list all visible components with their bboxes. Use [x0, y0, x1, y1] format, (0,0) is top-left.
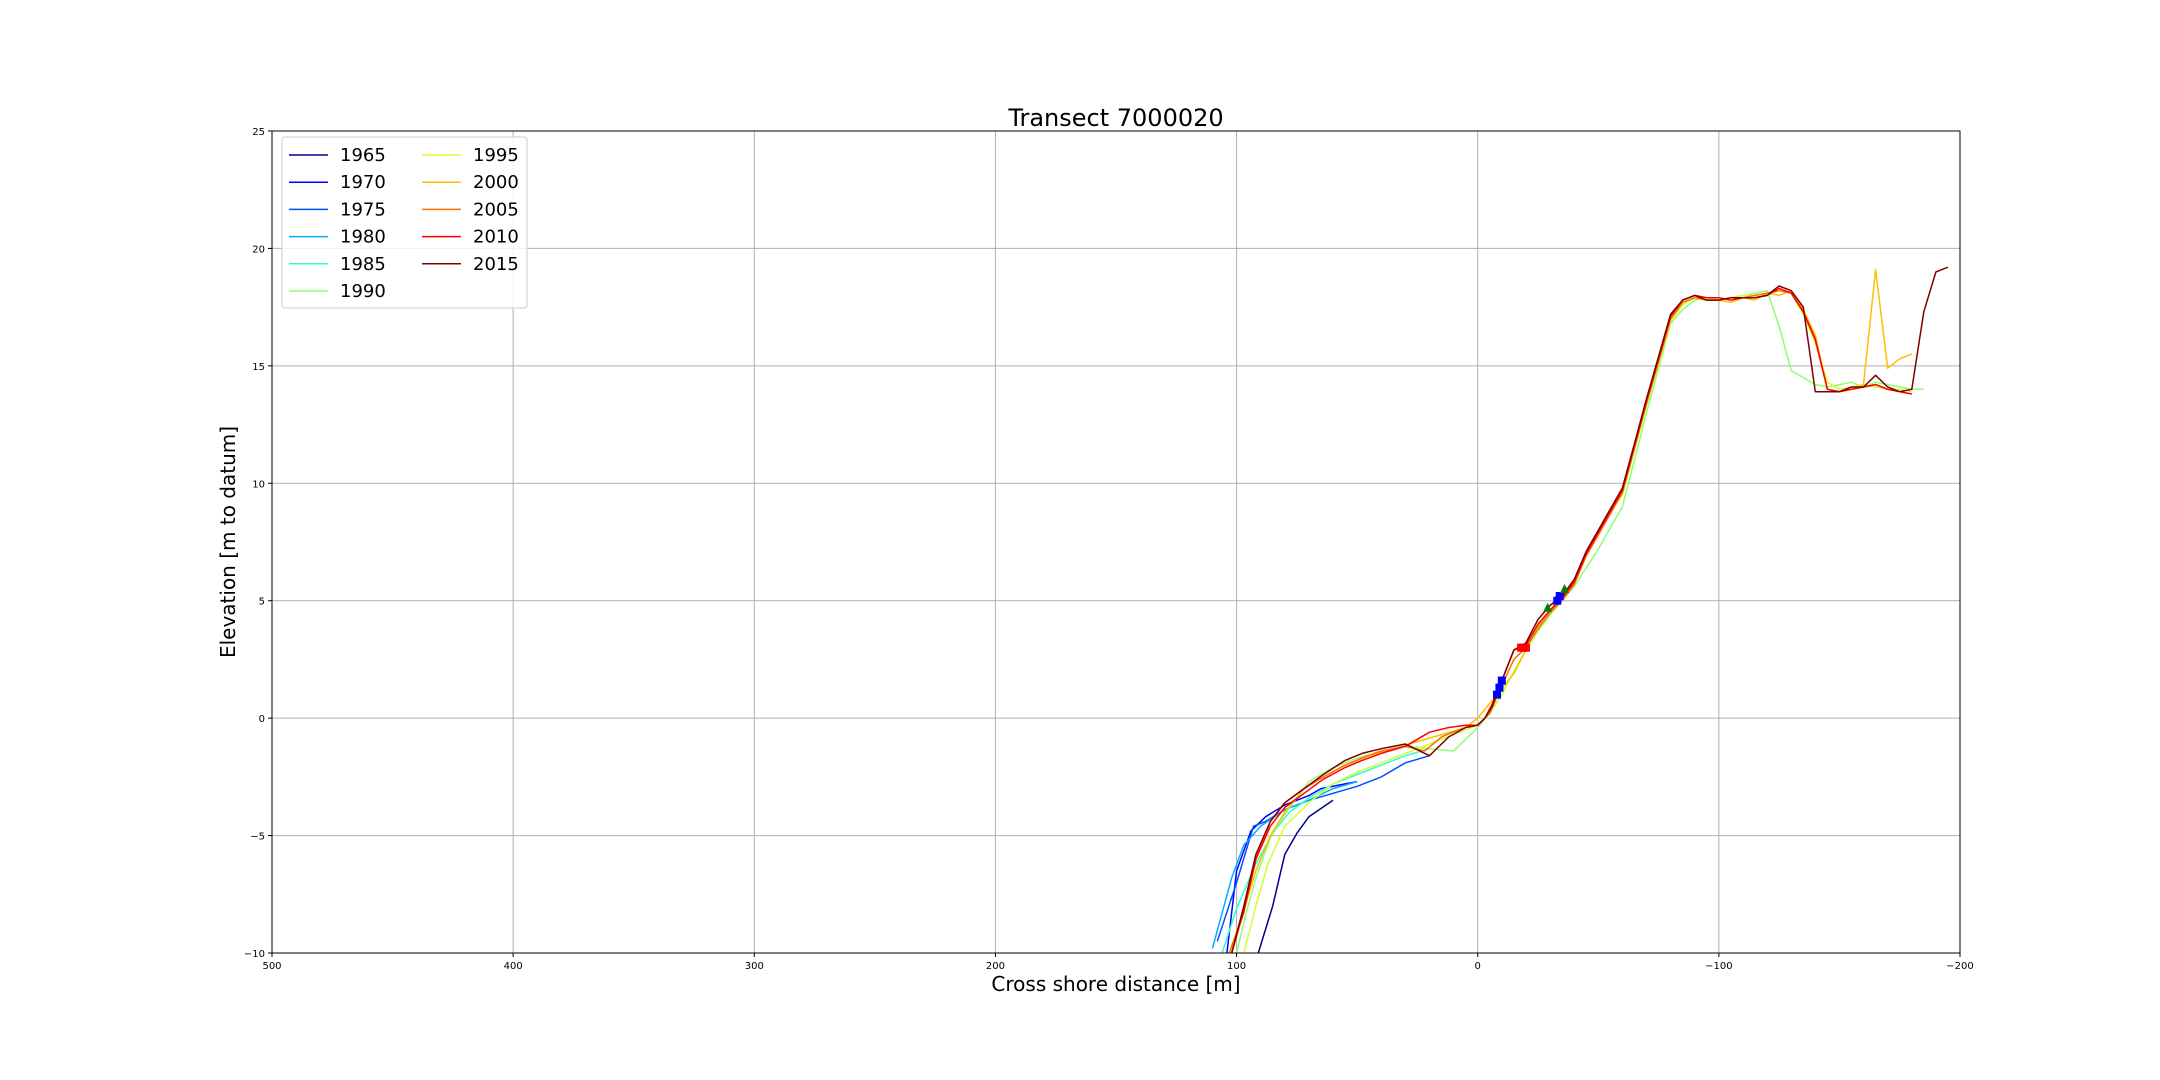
y-tick-label: 0: [259, 714, 265, 725]
x-tick-label: 100: [1227, 961, 1246, 972]
y-tick-label: 15: [252, 362, 265, 373]
data-marker-square: [1493, 690, 1502, 699]
series-line-1965: [1257, 799, 1334, 953]
legend-label-1970: 1970: [340, 172, 386, 193]
series-line-1980: [1211, 780, 1358, 949]
chart-title: Transect 7000020: [1007, 104, 1223, 132]
legend: 1965 1970 1975 1980 1985 1990 1995 2000 2005 2010…: [281, 136, 528, 309]
series-line-1990: [1235, 289, 1924, 953]
data-markers: [1493, 583, 1570, 699]
series-line-2010: [1230, 287, 1912, 953]
y-tick-label: −5: [250, 832, 265, 843]
data-marker-square: [1497, 676, 1506, 685]
x-tick-label: −100: [1705, 961, 1732, 972]
data-marker-triangle: [1543, 602, 1553, 612]
legend-label-1980: 1980: [340, 227, 386, 248]
legend-label-2010: 2010: [473, 227, 519, 248]
y-tick-label: −10: [244, 949, 265, 960]
y-tick-label: 20: [252, 244, 265, 255]
series-line-1970: [1226, 780, 1358, 953]
series-line-1995: [1243, 289, 1912, 953]
legend-label-2000: 2000: [473, 172, 519, 193]
legend-label-1975: 1975: [340, 199, 386, 220]
y-tick-label: 25: [252, 127, 265, 138]
legend-label-1990: 1990: [340, 281, 386, 302]
plot-frame: [271, 130, 1961, 954]
legend-label-2005: 2005: [473, 199, 519, 220]
x-tick-label: 300: [745, 961, 764, 972]
x-axis-label: Cross shore distance [m]: [991, 972, 1240, 996]
legend-label-1995: 1995: [473, 145, 519, 166]
x-tick-label: 200: [986, 961, 1005, 972]
legend-frame: [281, 136, 528, 309]
y-tick-label: 10: [252, 479, 265, 490]
series-line-1975: [1216, 754, 1430, 942]
series-lines: [1211, 266, 1949, 953]
x-tick-label: 0: [1475, 961, 1481, 972]
data-marker-square: [1555, 592, 1564, 601]
data-marker-square: [1495, 683, 1504, 692]
series-line-2015: [1230, 266, 1949, 953]
x-tick-label: 400: [504, 961, 523, 972]
y-axis-label: Elevation [m to datum]: [216, 426, 240, 658]
x-tick-label: −200: [1946, 961, 1973, 972]
grid: [271, 130, 1961, 954]
legend-label-2015: 2015: [473, 254, 519, 275]
legend-label-1985: 1985: [340, 254, 386, 275]
data-marker-triangle: [1560, 583, 1570, 593]
y-tick-label: 5: [259, 597, 265, 608]
series-line-2000: [1228, 268, 1913, 953]
data-marker-square: [1521, 643, 1530, 652]
legend-label-1965: 1965: [340, 145, 386, 166]
axis-ticks: 500 400 300 200 100 0 −100 −200 −10 −5 0 5 10 15 20 25: [244, 127, 1974, 972]
series-line-1985: [1221, 747, 1430, 953]
x-tick-label: 500: [262, 961, 281, 972]
series-line-2005: [1228, 289, 1912, 953]
data-marker-square: [1553, 596, 1562, 605]
